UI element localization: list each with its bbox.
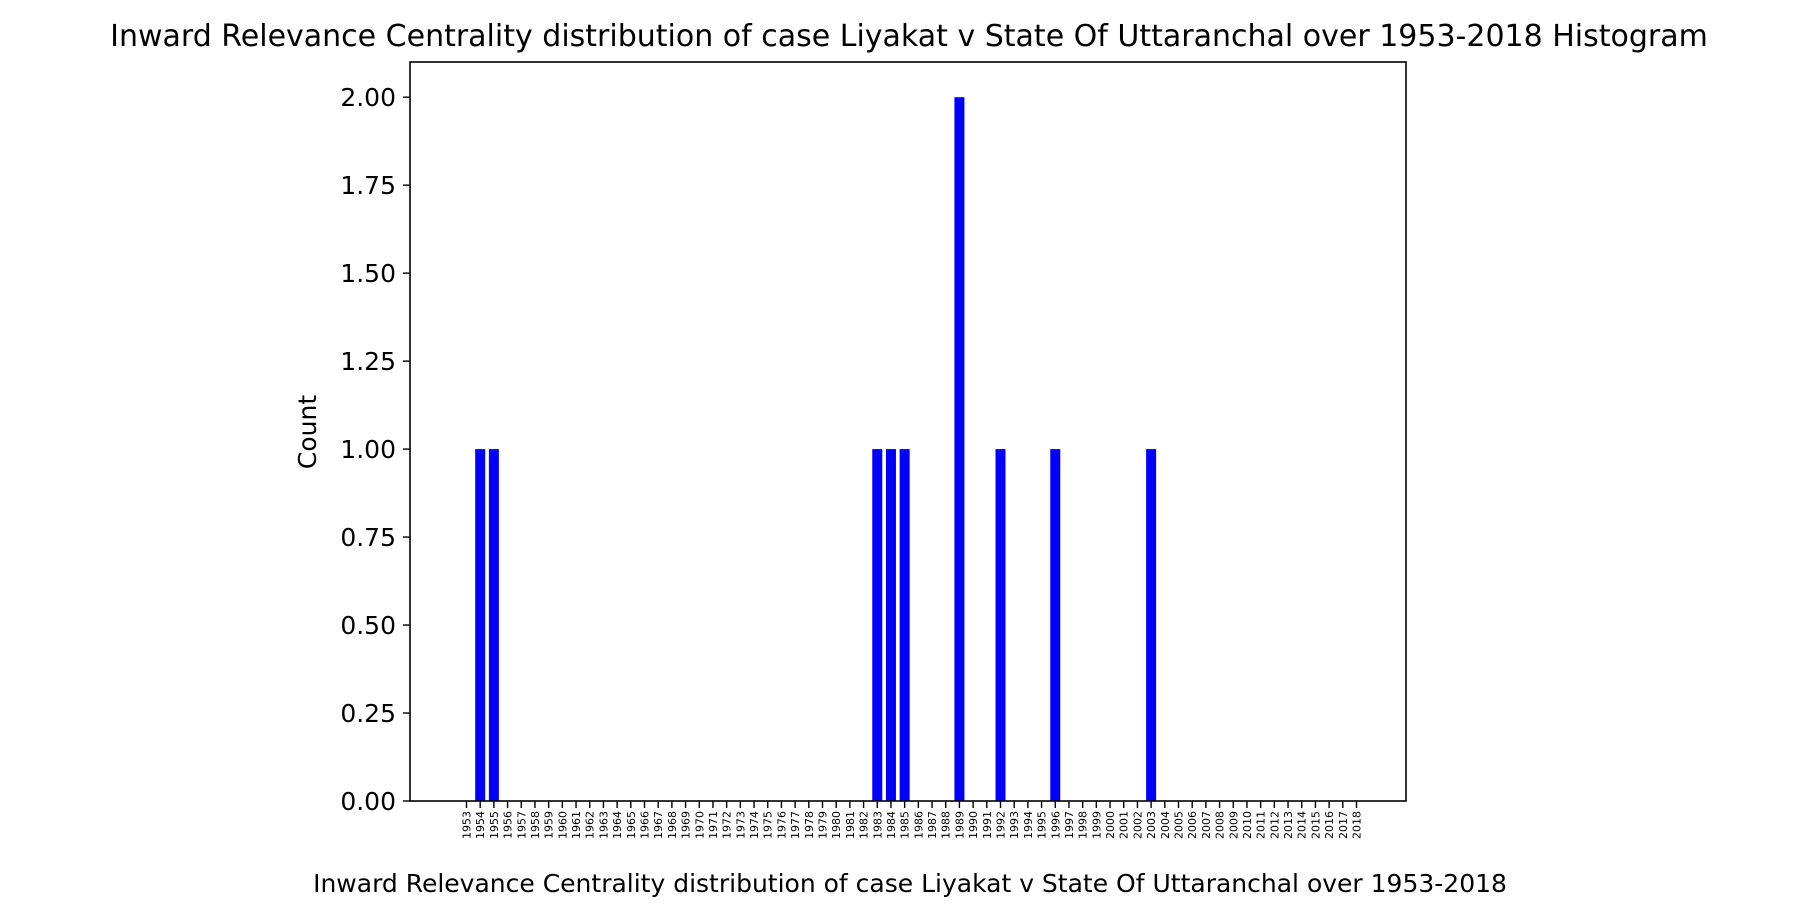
x-tick-label-1964: 1964 bbox=[611, 811, 624, 839]
x-tick-label-1958: 1958 bbox=[529, 811, 542, 839]
x-tick-label-1997: 1997 bbox=[1063, 811, 1076, 839]
x-tick-label-1992: 1992 bbox=[995, 811, 1008, 839]
y-tick-label-1.75: 1.75 bbox=[340, 171, 396, 200]
x-tick-label-2011: 2011 bbox=[1255, 811, 1268, 839]
bars-group bbox=[475, 97, 1157, 801]
x-tick-label-1976: 1976 bbox=[775, 811, 788, 839]
x-tick-label-2014: 2014 bbox=[1296, 811, 1309, 839]
x-tick-label-1955: 1955 bbox=[488, 811, 501, 839]
y-tick-label-0.50: 0.50 bbox=[340, 611, 396, 640]
y-tick-label-1.25: 1.25 bbox=[340, 347, 396, 376]
x-tick-label-1998: 1998 bbox=[1077, 811, 1090, 839]
x-tick-label-1969: 1969 bbox=[680, 811, 693, 839]
x-tick-label-1981: 1981 bbox=[844, 811, 857, 839]
plot-area-frame bbox=[409, 61, 1407, 802]
x-tick-label-2018: 2018 bbox=[1351, 811, 1364, 839]
y-tick-label-2.00: 2.00 bbox=[340, 83, 396, 112]
x-tick-label-2002: 2002 bbox=[1131, 811, 1144, 839]
x-axis-label: Inward Relevance Centrality distribution… bbox=[313, 869, 1507, 898]
x-tick-label-1977: 1977 bbox=[789, 811, 802, 839]
x-tick-label-1999: 1999 bbox=[1090, 811, 1103, 839]
x-tick-label-2016: 2016 bbox=[1323, 811, 1336, 839]
x-tick-label-1980: 1980 bbox=[830, 811, 843, 839]
y-axis-ticks: 0.00 0.25 0.50 0.75 1.00 1.25 1.50 1.75 2.00 bbox=[340, 83, 410, 816]
x-tick-label-1967: 1967 bbox=[652, 811, 665, 839]
x-tick-label-1959: 1959 bbox=[543, 811, 556, 839]
x-tick-label-1985: 1985 bbox=[899, 811, 912, 839]
x-tick-label-1978: 1978 bbox=[803, 811, 816, 839]
y-tick-label-0.75: 0.75 bbox=[340, 523, 396, 552]
y-tick-label-0.25: 0.25 bbox=[340, 699, 396, 728]
x-tick-label-1984: 1984 bbox=[885, 811, 898, 839]
x-tick-label-2006: 2006 bbox=[1186, 811, 1199, 839]
x-tick-label-1971: 1971 bbox=[707, 811, 720, 839]
x-tick-label-2003: 2003 bbox=[1145, 811, 1158, 839]
x-tick-label-2009: 2009 bbox=[1227, 811, 1240, 839]
x-tick-label-1972: 1972 bbox=[721, 811, 734, 839]
x-tick-label-1965: 1965 bbox=[625, 811, 638, 839]
x-tick-label-2017: 2017 bbox=[1337, 811, 1350, 839]
x-tick-label-1953: 1953 bbox=[461, 811, 474, 839]
bar-1985 bbox=[899, 449, 910, 801]
x-tick-label-2001: 2001 bbox=[1118, 811, 1131, 839]
x-tick-label-1982: 1982 bbox=[858, 811, 871, 839]
x-tick-label-1963: 1963 bbox=[597, 811, 610, 839]
x-tick-label-1954: 1954 bbox=[474, 811, 487, 839]
x-tick-label-2004: 2004 bbox=[1159, 811, 1172, 839]
bar-2003 bbox=[1146, 449, 1157, 801]
bar-1954 bbox=[475, 449, 486, 801]
x-tick-label-1991: 1991 bbox=[981, 811, 994, 839]
x-tick-label-2013: 2013 bbox=[1282, 811, 1295, 839]
chart-title: Inward Relevance Centrality distribution… bbox=[110, 19, 1708, 54]
x-tick-label-1986: 1986 bbox=[912, 811, 925, 839]
bar-1983 bbox=[872, 449, 883, 801]
bar-1955 bbox=[488, 449, 499, 801]
x-tick-label-1957: 1957 bbox=[515, 811, 528, 839]
x-tick-label-2015: 2015 bbox=[1309, 811, 1322, 839]
x-tick-label-1988: 1988 bbox=[940, 811, 953, 839]
x-tick-label-1987: 1987 bbox=[926, 811, 939, 839]
x-tick-label-1968: 1968 bbox=[666, 811, 679, 839]
x-axis-ticks: 1953 1954 1955 1956 1957 1958 1959 1960 1961 1962… bbox=[461, 801, 1364, 839]
bar-1996 bbox=[1050, 449, 1061, 801]
x-tick-label-2008: 2008 bbox=[1214, 811, 1227, 839]
x-tick-label-1983: 1983 bbox=[871, 811, 884, 839]
x-tick-label-2005: 2005 bbox=[1173, 811, 1186, 839]
x-tick-label-2010: 2010 bbox=[1241, 811, 1254, 839]
bar-1984 bbox=[885, 449, 896, 801]
x-tick-label-1956: 1956 bbox=[502, 811, 515, 839]
bar-1992 bbox=[995, 449, 1006, 801]
y-tick-label-1.00: 1.00 bbox=[340, 435, 396, 464]
x-tick-label-1960: 1960 bbox=[556, 811, 569, 839]
x-tick-label-1994: 1994 bbox=[1022, 811, 1035, 839]
x-tick-label-1989: 1989 bbox=[953, 811, 966, 839]
x-tick-label-2000: 2000 bbox=[1104, 811, 1117, 839]
x-tick-label-1996: 1996 bbox=[1049, 811, 1062, 839]
y-axis-label: Count bbox=[293, 395, 322, 469]
x-tick-label-1974: 1974 bbox=[748, 811, 761, 839]
y-tick-label-0.00: 0.00 bbox=[340, 787, 396, 816]
x-tick-label-2012: 2012 bbox=[1268, 811, 1281, 839]
x-tick-label-1961: 1961 bbox=[570, 811, 583, 839]
x-tick-label-1990: 1990 bbox=[967, 811, 980, 839]
x-tick-label-1995: 1995 bbox=[1036, 811, 1049, 839]
x-tick-label-1979: 1979 bbox=[817, 811, 830, 839]
x-tick-label-2007: 2007 bbox=[1200, 811, 1213, 839]
x-tick-label-1962: 1962 bbox=[584, 811, 597, 839]
x-tick-label-1993: 1993 bbox=[1008, 811, 1021, 839]
x-tick-label-1970: 1970 bbox=[693, 811, 706, 839]
y-tick-label-1.50: 1.50 bbox=[340, 259, 396, 288]
x-tick-label-1973: 1973 bbox=[734, 811, 747, 839]
x-tick-label-1966: 1966 bbox=[639, 811, 652, 839]
x-tick-label-1975: 1975 bbox=[762, 811, 775, 839]
bar-1989 bbox=[954, 97, 965, 801]
